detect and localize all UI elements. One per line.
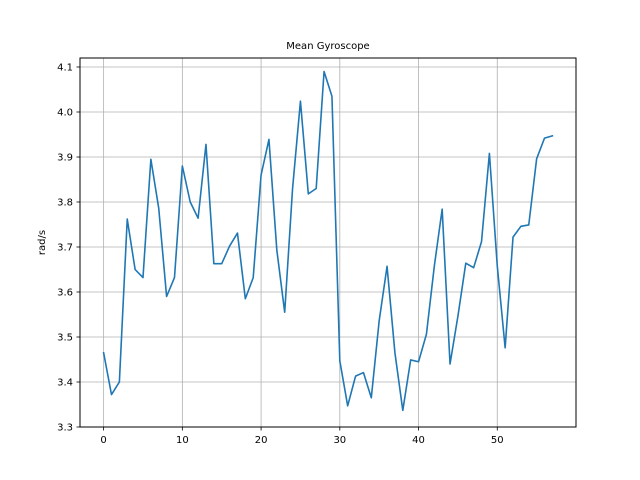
y-tick-label: 3.3 — [57, 423, 73, 434]
y-tick-label: 3.6 — [57, 288, 73, 299]
series-layer — [102, 70, 554, 412]
y-tick-label: 4.0 — [57, 108, 73, 119]
y-tick-label: 3.5 — [57, 333, 73, 344]
x-tick-label: 30 — [333, 435, 346, 446]
x-tick-label: 10 — [176, 435, 189, 446]
y-axis: 3.3 3.4 3.5 3.6 3.7 3.8 3.9 4.0 4.1 — [57, 63, 80, 434]
y-axis-label: rad/s — [37, 230, 48, 255]
y-tick-label: 3.8 — [57, 198, 73, 209]
plot-frame — [79, 57, 577, 428]
x-axis: 0 10 20 30 40 50 — [100, 427, 504, 446]
y-tick-label: 3.7 — [57, 243, 73, 254]
chart-title: Mean Gyroscope — [286, 41, 369, 52]
y-tick-label: 3.9 — [57, 153, 73, 164]
y-tick-label: 4.1 — [57, 63, 73, 74]
y-tick-label: 3.4 — [57, 378, 73, 389]
x-tick-label: 50 — [491, 435, 504, 446]
series-line — [102, 70, 554, 412]
x-tick-label: 40 — [412, 435, 425, 446]
x-tick-label: 20 — [255, 435, 268, 446]
x-tick-label: 0 — [100, 435, 106, 446]
